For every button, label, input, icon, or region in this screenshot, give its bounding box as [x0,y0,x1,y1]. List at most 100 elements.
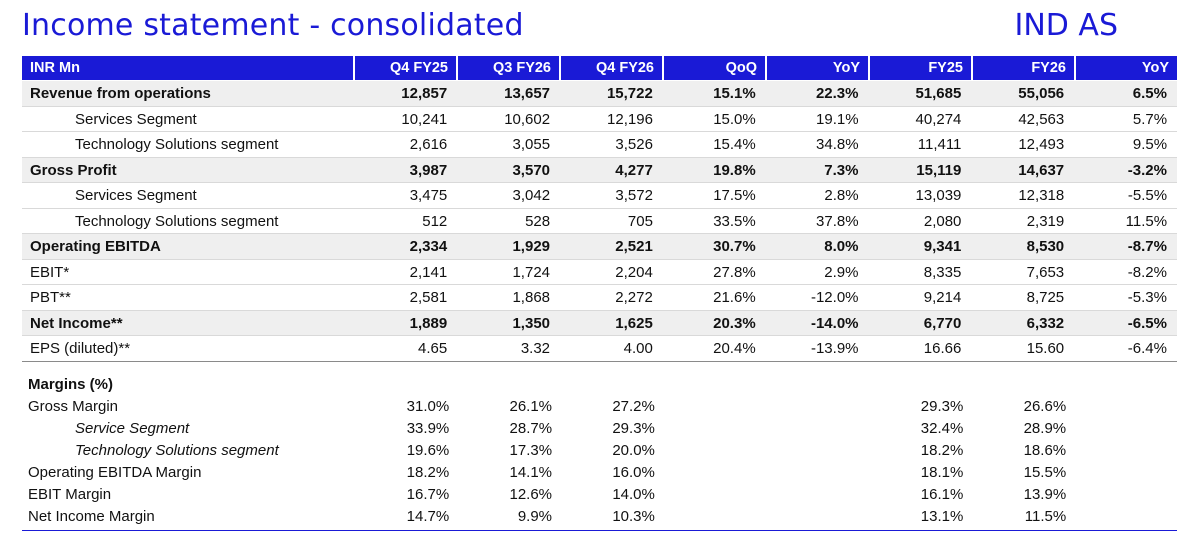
table-cell: -12.0% [810,289,859,306]
table-cell: -6.5% [1127,314,1167,332]
table-cell: 15,119 [916,161,962,179]
table-cell: 512 [422,212,448,230]
table-cell: 29.3% [920,398,964,415]
table-cell: 19.8% [713,161,756,179]
table-cell: 16.7% [406,486,450,503]
table-cell: 27.2% [612,398,655,415]
table-cell: -13.9% [810,340,859,357]
table-cell: 28.9% [1023,420,1067,437]
table-cell: 13,039 [915,187,962,204]
table-cell: 40,274 [915,110,962,128]
table-cell: 4.00 [623,340,653,357]
table-cell: 2,581 [409,289,448,306]
table-cell: 17.5% [713,187,756,204]
margins-heading: Margins (%) [28,376,114,393]
table-cell: 8,530 [1026,238,1065,255]
header-yoy-quarter: YoY [767,56,868,80]
table-cell [663,440,764,462]
header-q4fy26: Q4 FY26 [561,56,662,80]
table-row: Technology Solutions segment 512 528 705… [22,209,1177,234]
table-cell [1074,462,1175,484]
table-cell [1074,418,1175,440]
row-label: Revenue from operations [30,85,211,102]
table-cell: 2,204 [615,263,653,281]
accounting-standard: IND AS [1014,8,1119,43]
table-cell: 14.1% [509,464,553,481]
table-row: Net Income** 1,889 1,350 1,625 20.3% -14… [22,310,1177,336]
margin-row: Service Segment 33.9% 28.7% 29.3% 32.4% … [22,418,1177,440]
table-cell: 6,332 [1026,314,1065,332]
table-cell: 26.6% [1023,398,1067,415]
table-cell: -3.2% [1127,161,1167,179]
table-cell [766,506,867,528]
table-cell: 7.3% [824,161,859,179]
table-cell: 3,475 [409,187,448,204]
table-cell: 15.4% [713,136,756,153]
table-cell: 1,724 [512,263,551,281]
table-cell: -5.3% [1127,289,1167,306]
table-cell: 30.7% [713,238,756,255]
table-cell: 6.5% [1132,85,1167,102]
row-label: EPS (diluted)** [30,340,131,357]
table-cell: 20.0% [612,442,655,459]
table-cell: 15.0% [713,110,756,128]
table-cell: 16.0% [612,464,655,481]
row-label: Net Income Margin [28,508,155,525]
page-title: Income statement - consolidated [22,8,524,43]
table-cell: 15.60 [1026,340,1065,357]
margin-row: Technology Solutions segment 19.6% 17.3%… [22,440,1177,462]
header-yoy-annual: YoY [1076,56,1177,80]
table-cell: 14,637 [1018,161,1065,179]
row-label: Operating EBITDA Margin [28,464,202,481]
table-cell: 15.5% [1023,464,1067,481]
table-cell: -8.2% [1127,263,1167,281]
table-cell: 7,653 [1026,263,1065,281]
header-q3fy26: Q3 FY26 [458,56,559,80]
row-label: EBIT Margin [28,486,112,503]
table-row: PBT** 2,581 1,868 2,272 21.6% -12.0% 9,2… [22,285,1177,311]
header-q4fy25: Q4 FY25 [355,56,456,80]
table-cell: 2.8% [824,187,859,204]
table-row: Services Segment 10,241 10,602 12,196 15… [22,107,1177,132]
row-label: Operating EBITDA [30,238,161,255]
table-cell: 18.1% [920,464,964,481]
table-cell: 11,411 [917,136,962,153]
table-cell: 29.3% [612,420,655,437]
table-cell: -6.4% [1127,340,1167,357]
table-cell: 2,334 [409,238,448,255]
header-fy26: FY26 [973,56,1074,80]
table-cell: 3.32 [520,340,551,357]
table-cell: 528 [525,212,551,230]
table-cell: 9.9% [517,508,553,525]
table-cell: 5.7% [1132,110,1168,128]
table-cell: 6,770 [923,314,962,332]
table-cell: -8.7% [1127,238,1167,255]
table-cell: 18.6% [1023,442,1067,459]
table-cell [663,418,764,440]
table-cell: 8.0% [824,238,859,255]
table-cell: 3,042 [512,187,551,204]
margin-row: Net Income Margin 14.7% 9.9% 10.3% 13.1%… [22,506,1177,528]
table-cell: 9.5% [1132,136,1168,153]
table-cell: 4,277 [615,161,653,179]
table-cell: 3,987 [409,161,448,179]
row-label: EBIT* [30,263,70,281]
table-cell: 12.6% [509,486,553,503]
table-cell [1074,396,1175,418]
bottom-divider [22,530,1177,531]
table-cell [663,396,764,418]
table-cell: 2,521 [615,238,653,255]
table-cell: 16.1% [920,486,964,503]
table-cell: -14.0% [810,314,859,332]
table-cell: 2,616 [409,136,448,153]
table-cell: 12,196 [607,110,653,128]
table-cell: 10,241 [401,110,448,128]
table-cell: 10.3% [612,508,655,525]
margins-heading-row: Margins (%) [22,374,1177,396]
table-cell: 12,493 [1018,136,1065,153]
table-cell: 33.5% [713,212,756,230]
table-cell: 2,141 [409,263,448,281]
table-cell: 3,570 [512,161,551,179]
row-label: Gross Profit [30,161,117,179]
table-cell: 705 [627,212,653,230]
